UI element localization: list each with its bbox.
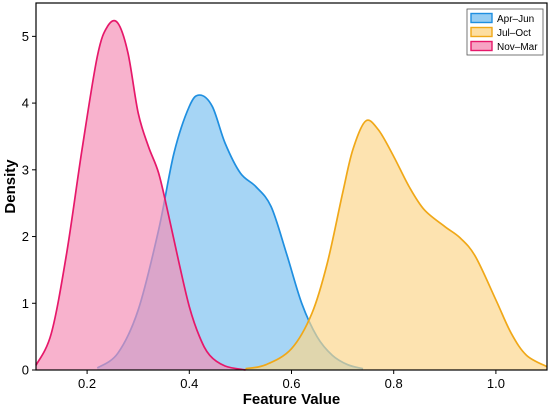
y-tick-label: 0 xyxy=(22,363,29,378)
y-tick-label: 1 xyxy=(22,296,29,311)
x-tick-label: 0.6 xyxy=(282,376,300,391)
axes: 0.2 0.4 0.6 0.8 1.0 0 1 2 3 4 5 xyxy=(22,29,505,391)
x-tick-label: 0.2 xyxy=(78,376,96,391)
legend-label-nov-mar: Nov–Mar xyxy=(497,42,538,53)
line-jul-oct xyxy=(245,119,548,370)
y-axis-title: Density xyxy=(2,159,19,214)
legend-swatch-apr-jun xyxy=(470,12,493,24)
y-tick-label: 4 xyxy=(22,96,29,111)
legend-swatch-nov-mar xyxy=(470,40,493,52)
y-tick-label: 2 xyxy=(22,229,29,244)
area-nov-mar xyxy=(36,20,246,371)
legend: Apr–Jun Jul–Oct Nov–Mar xyxy=(466,8,544,56)
y-tick-label: 3 xyxy=(22,162,29,177)
y-tick-label: 5 xyxy=(22,29,29,44)
x-tick-label: 0.8 xyxy=(385,376,403,391)
area-jul-oct xyxy=(245,120,547,370)
x-axis-title: Feature Value xyxy=(243,391,341,408)
density-areas xyxy=(35,19,548,371)
legend-swatch-jul-oct xyxy=(470,26,493,38)
legend-label-apr-jun: Apr–Jun xyxy=(497,14,534,25)
x-tick-label: 0.4 xyxy=(180,376,198,391)
line-nov-mar xyxy=(35,19,246,371)
x-tick-label: 1.0 xyxy=(487,376,505,391)
legend-label-jul-oct: Jul–Oct xyxy=(497,28,531,39)
